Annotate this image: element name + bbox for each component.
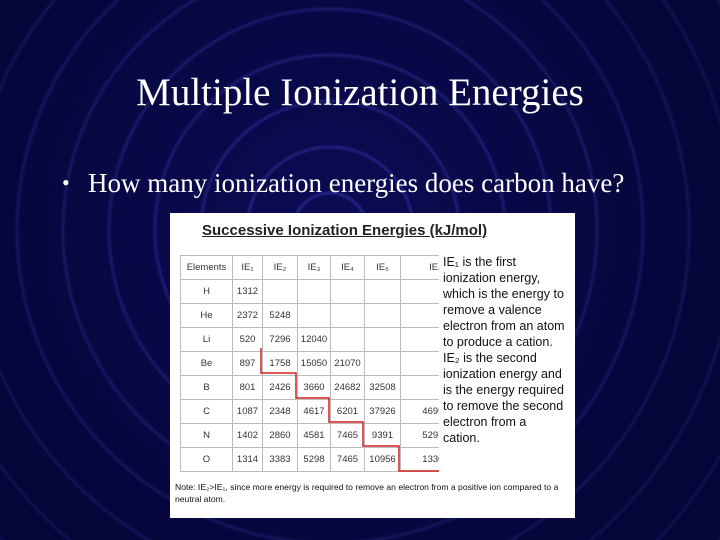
side-notes: IE₁ is the first ionization energy, whic… [443, 254, 565, 446]
value-cell: 5248 [262, 303, 298, 328]
value-cell: 6201 [330, 399, 365, 424]
table-body: H 1312 He 2372 5248 Li 520 7296 12040 Be 897 1758 15… [180, 279, 439, 472]
staircase-line [260, 348, 439, 472]
table-wrap: ElementsIE₁IE₂IE₃IE₄IE₅IE₆ H1312He237252… [180, 255, 439, 477]
empty-cell [330, 303, 365, 328]
value-cell: 9391 [364, 423, 401, 448]
element-cell: H [180, 279, 233, 304]
figure: Successive Ionization Energies (kJ/mol) … [170, 213, 575, 518]
table-row: Li 520 7296 12040 [180, 327, 439, 352]
empty-cell [262, 279, 298, 304]
value-cell: 1314 [232, 447, 263, 472]
slide-title: Multiple Ionization Energies [136, 71, 584, 114]
empty-cell [297, 303, 331, 328]
header-cell: IE₅ [364, 255, 401, 280]
value-cell: 37926 [364, 399, 401, 424]
header-cell: IE₆ [400, 255, 439, 280]
value-cell: 7465 [330, 447, 365, 472]
note-paragraph: IE₁ is the first ionization energy, whic… [443, 255, 565, 349]
empty-cell [364, 303, 401, 328]
figure-title: Successive Ionization Energies (kJ/mol) [202, 222, 488, 239]
bullet-dot: • [62, 170, 70, 195]
value-cell: 3660 [297, 375, 331, 400]
footnote: Note: IE₂>IE₁, since more energy is requ… [175, 482, 559, 504]
table-row: N1402286045817465939152976 [180, 423, 439, 448]
value-cell: 13304 [400, 447, 439, 472]
table-row: H 1312 [180, 279, 439, 304]
table-row: B 801 2426 3660 24682 32508 [180, 375, 439, 400]
value-cell: 24682 [330, 375, 365, 400]
value-cell: 52976 [400, 423, 439, 448]
bullet-text: How many ionization energies does carbon… [88, 168, 625, 198]
value-cell: 5298 [297, 447, 331, 472]
value-cell: 4617 [297, 399, 331, 424]
ionization-table: ElementsIE₁IE₂IE₃IE₄IE₅IE₆ H1312He237252… [180, 255, 439, 472]
table-row: O13143383529874651095613304 [180, 447, 439, 472]
element-cell: C [180, 399, 233, 424]
empty-cell [364, 327, 401, 352]
empty-cell [400, 279, 439, 304]
empty-cell [400, 375, 439, 400]
header-cell: Elements [180, 255, 233, 280]
header-row: ElementsIE₁IE₂IE₃IE₄IE₅IE₆ [180, 255, 439, 280]
value-cell: 1402 [232, 423, 263, 448]
red-divider [260, 348, 439, 472]
table-row: He 2372 5248 [180, 303, 439, 328]
header-cell: IE₄ [330, 255, 365, 280]
note-paragraph: IE₂ is the second ionization energy and … [443, 351, 564, 445]
value-cell: 3383 [262, 447, 298, 472]
value-cell: 520 [232, 327, 263, 352]
empty-cell [330, 327, 365, 352]
element-cell: O [180, 447, 233, 472]
value-cell: 7296 [262, 327, 298, 352]
element-cell: N [180, 423, 233, 448]
bullet: • How many ionization energies does carb… [62, 166, 662, 200]
